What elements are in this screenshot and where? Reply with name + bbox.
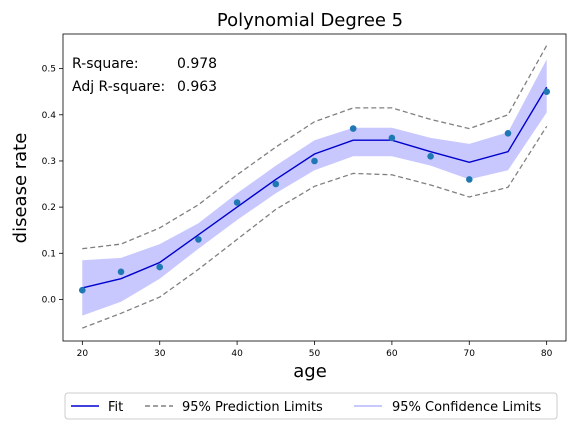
prediction-lower-line	[82, 125, 548, 329]
data-point	[388, 134, 396, 142]
y-axis-label: disease rate	[10, 133, 31, 244]
data-point	[272, 180, 280, 188]
y-tick-label: 0.1	[42, 249, 56, 259]
prediction-upper-line	[82, 45, 548, 250]
adj-r-square-label: Adj R-square:	[72, 79, 165, 95]
data-point	[233, 199, 241, 206]
stats-annotation: R-square: 0.978 Adj R-square: 0.963	[72, 56, 217, 95]
y-axis-ticks: 0.0 0.1 0.2 0.3 0.4 0.5	[42, 65, 63, 305]
legend-prediction-label: 95% Prediction Limits	[182, 400, 323, 415]
data-point	[504, 130, 512, 137]
legend-box	[64, 392, 558, 420]
y-tick-label: 0.4	[42, 111, 57, 121]
x-tick-label: 20	[77, 349, 89, 359]
y-tick-label: 0.3	[42, 157, 56, 167]
x-tick-label: 60	[386, 349, 398, 359]
data-point	[349, 125, 357, 132]
x-tick-label: 40	[231, 349, 243, 359]
plot-area	[79, 45, 550, 329]
chart-title: Polynomial Degree 5	[217, 10, 403, 31]
data-point	[427, 153, 434, 160]
r-square-label: R-square:	[72, 56, 139, 72]
r-square-value: 0.978	[177, 56, 217, 72]
y-tick-label: 0.0	[42, 295, 57, 305]
observed-points	[79, 88, 550, 294]
x-tick-label: 70	[464, 349, 476, 359]
legend-confidence-label: 95% Confidence Limits	[392, 400, 541, 415]
x-tick-label: 50	[309, 349, 321, 359]
x-tick-label: 80	[541, 349, 553, 359]
data-point	[543, 88, 550, 95]
confidence-band	[82, 59, 547, 316]
data-point	[466, 176, 473, 183]
y-tick-label: 0.2	[42, 203, 56, 213]
x-tick-label: 30	[154, 349, 166, 359]
data-point	[117, 268, 125, 276]
y-tick-label: 0.5	[42, 65, 56, 75]
x-axis-ticks: 20 30 40 50 60 70 80	[77, 341, 553, 359]
data-point	[79, 286, 86, 294]
adj-r-square-value: 0.963	[177, 79, 217, 95]
legend: Fit 95% Prediction Limits 95% Confidence…	[64, 392, 558, 420]
data-point	[156, 263, 163, 271]
data-point	[311, 157, 318, 165]
data-point	[195, 236, 202, 243]
fit-line	[82, 86, 548, 289]
legend-fit-label: Fit	[108, 400, 123, 415]
x-axis-label: age	[293, 361, 327, 382]
